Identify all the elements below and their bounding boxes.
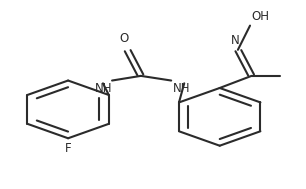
- Text: F: F: [65, 142, 71, 155]
- Text: O: O: [120, 32, 129, 45]
- Text: NH: NH: [173, 82, 190, 95]
- Text: N: N: [230, 34, 239, 47]
- Text: NH: NH: [95, 82, 112, 95]
- Text: OH: OH: [252, 10, 270, 23]
